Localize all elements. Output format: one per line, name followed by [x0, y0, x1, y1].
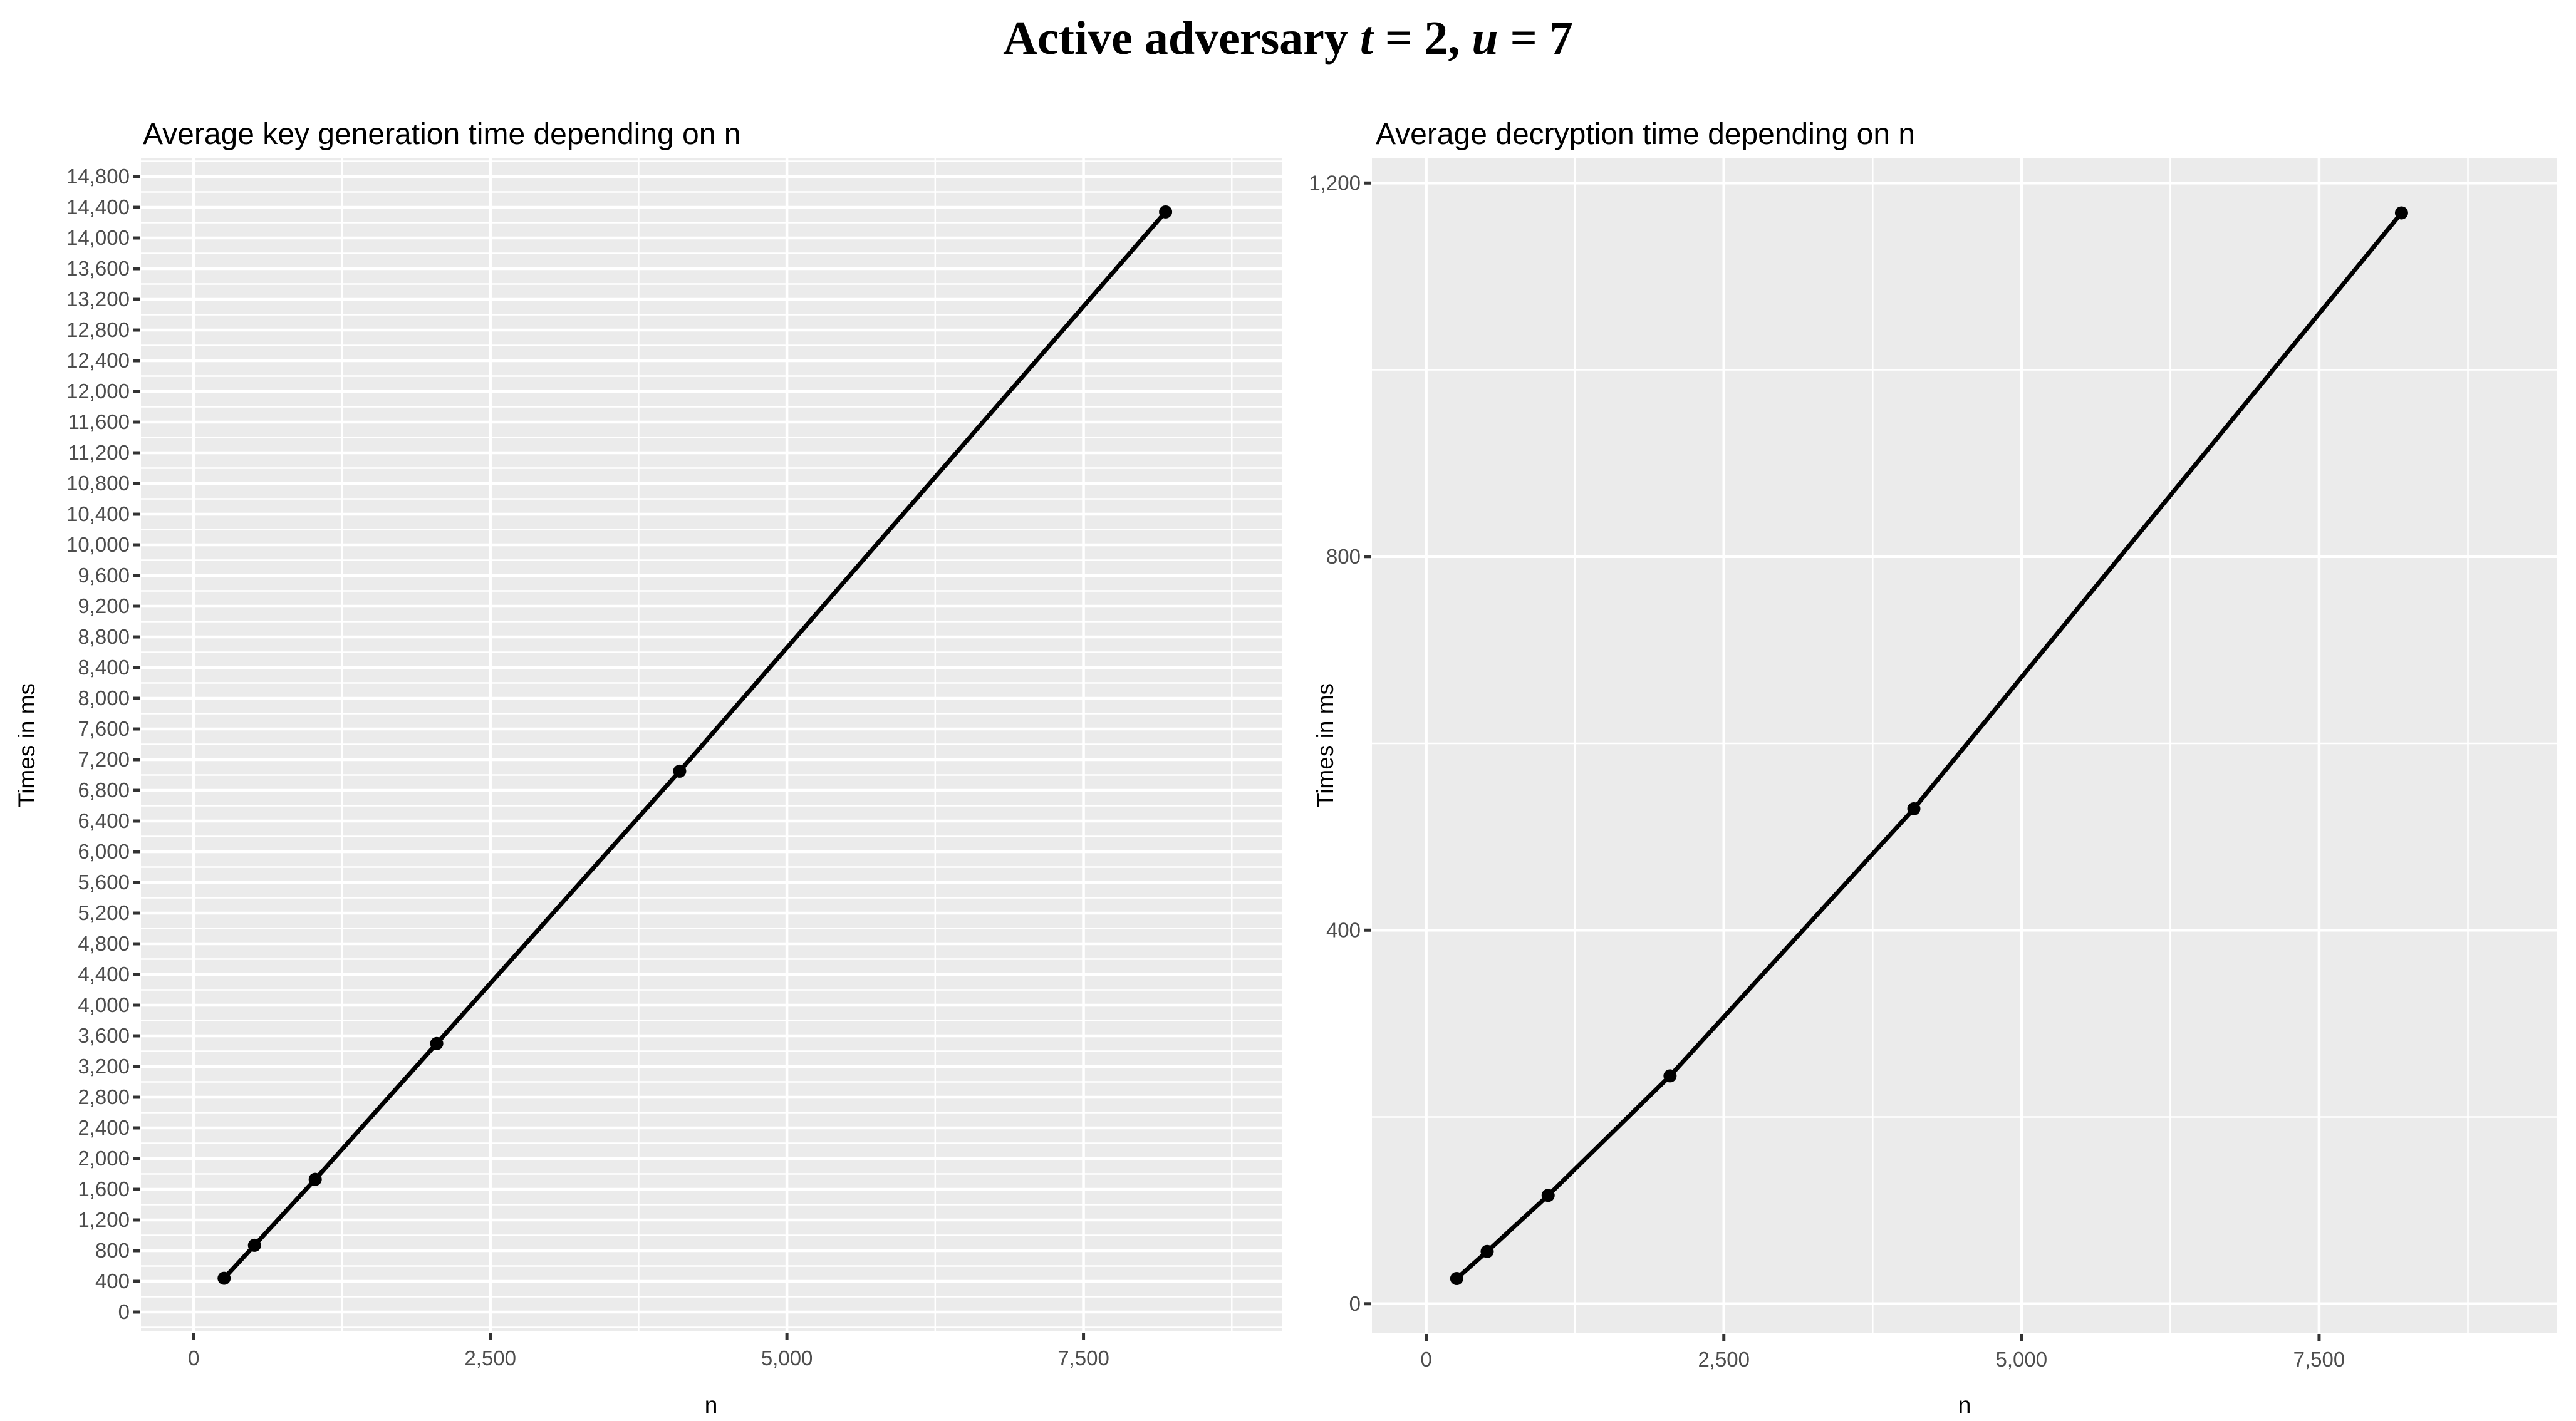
y-tick-label: 2,400 [78, 1116, 130, 1139]
data-point [430, 1036, 444, 1050]
y-tick-label: 2,000 [78, 1147, 130, 1170]
y-tick-label: 5,200 [78, 901, 130, 924]
data-point [1541, 1189, 1555, 1202]
y-tick-label: 13,200 [66, 287, 130, 311]
y-tick-label: 6,000 [78, 840, 130, 863]
y-tick-label: 11,200 [68, 441, 130, 464]
y-tick-label: 0 [118, 1300, 130, 1323]
y-tick-label: 800 [95, 1239, 130, 1262]
y-tick-label: 400 [95, 1269, 130, 1293]
y-tick-label: 0 [1349, 1292, 1361, 1315]
x-tick-label: 5,000 [1996, 1348, 2048, 1371]
x-tick-label: 2,500 [464, 1346, 516, 1370]
keygen-x-axis-title: n [705, 1392, 718, 1418]
data-point [673, 764, 687, 778]
keygen-chart-title: Average key generation time depending on… [143, 118, 740, 151]
title-text: = 2, [1373, 12, 1472, 65]
decryption-chart: 0 400 800 1,200 0 2,500 5,000 7,500 [1309, 158, 2557, 1371]
data-point [247, 1238, 261, 1252]
y-tick-label: 12,000 [66, 380, 130, 403]
y-tick-label: 6,400 [78, 809, 130, 832]
data-point [1663, 1069, 1677, 1083]
y-tick-label: 3,600 [78, 1024, 130, 1047]
y-tick-label: 11,600 [68, 410, 130, 433]
decryption-chart-title: Average decryption time depending on n [1376, 118, 1915, 151]
y-tick-label: 8,400 [78, 656, 130, 679]
x-tick-label: 7,500 [2293, 1348, 2345, 1371]
y-tick-label: 14,800 [66, 165, 130, 188]
data-point [308, 1172, 322, 1186]
data-point [2394, 206, 2408, 220]
y-tick-label: 13,600 [66, 257, 130, 280]
decryption-y-axis-title: Times in ms [1312, 683, 1338, 807]
decryption-x-axis-title: n [1958, 1392, 1971, 1418]
main-title: Active adversary t = 2, u = 7 [0, 11, 2576, 66]
y-tick-label: 1,200 [1309, 171, 1361, 194]
x-tick-label: 7,500 [1057, 1346, 1109, 1370]
y-tick-label: 1,200 [78, 1208, 130, 1231]
x-tick-label: 0 [188, 1346, 199, 1370]
y-tick-label: 12,400 [66, 349, 130, 372]
keygen-y-axis-title: Times in ms [14, 683, 39, 807]
y-tick-label: 800 [1326, 545, 1361, 568]
y-tick-label: 7,200 [78, 748, 130, 771]
data-point [1159, 205, 1173, 219]
title-text: Active adversary [1003, 12, 1360, 65]
y-tick-label: 14,400 [66, 195, 130, 219]
y-tick-label: 8,000 [78, 686, 130, 710]
series-line [222, 210, 1168, 1280]
y-tick-label: 8,800 [78, 625, 130, 648]
y-tick-label: 3,200 [78, 1055, 130, 1078]
y-tick-label: 14,000 [66, 226, 130, 249]
y-tick-label: 10,000 [66, 533, 130, 556]
y-tick-label: 5,600 [78, 871, 130, 894]
y-tick-label: 4,000 [78, 993, 130, 1016]
y-tick-label: 4,800 [78, 932, 130, 955]
y-tick-label: 10,800 [66, 472, 130, 495]
x-tick-label: 0 [1420, 1348, 1431, 1371]
y-tick-label: 4,400 [78, 963, 130, 986]
data-point [1450, 1272, 1463, 1286]
y-tick-label: 6,800 [78, 778, 130, 802]
data-point [1907, 802, 1921, 815]
title-text: = 7 [1498, 12, 1573, 65]
keygen-chart: 0 400 800 1,200 1,600 2,000 2,400 2,800 3,200 3,6… [66, 158, 1282, 1370]
data-point [1480, 1244, 1494, 1258]
y-tick-label: 9,600 [78, 564, 130, 587]
y-tick-label: 2,800 [78, 1085, 130, 1108]
y-tick-label: 400 [1326, 918, 1361, 941]
series-line [1455, 211, 2404, 1281]
data-point [217, 1271, 231, 1285]
y-tick-label: 1,600 [78, 1177, 130, 1201]
y-tick-label: 9,200 [78, 594, 130, 617]
title-math-var: t [1359, 12, 1374, 65]
x-tick-label: 5,000 [761, 1346, 813, 1370]
title-math-var: u [1472, 12, 1498, 65]
y-tick-label: 10,400 [66, 502, 130, 525]
y-tick-label: 12,800 [66, 318, 130, 341]
x-tick-label: 2,500 [1698, 1348, 1750, 1371]
y-tick-label: 7,600 [78, 717, 130, 740]
